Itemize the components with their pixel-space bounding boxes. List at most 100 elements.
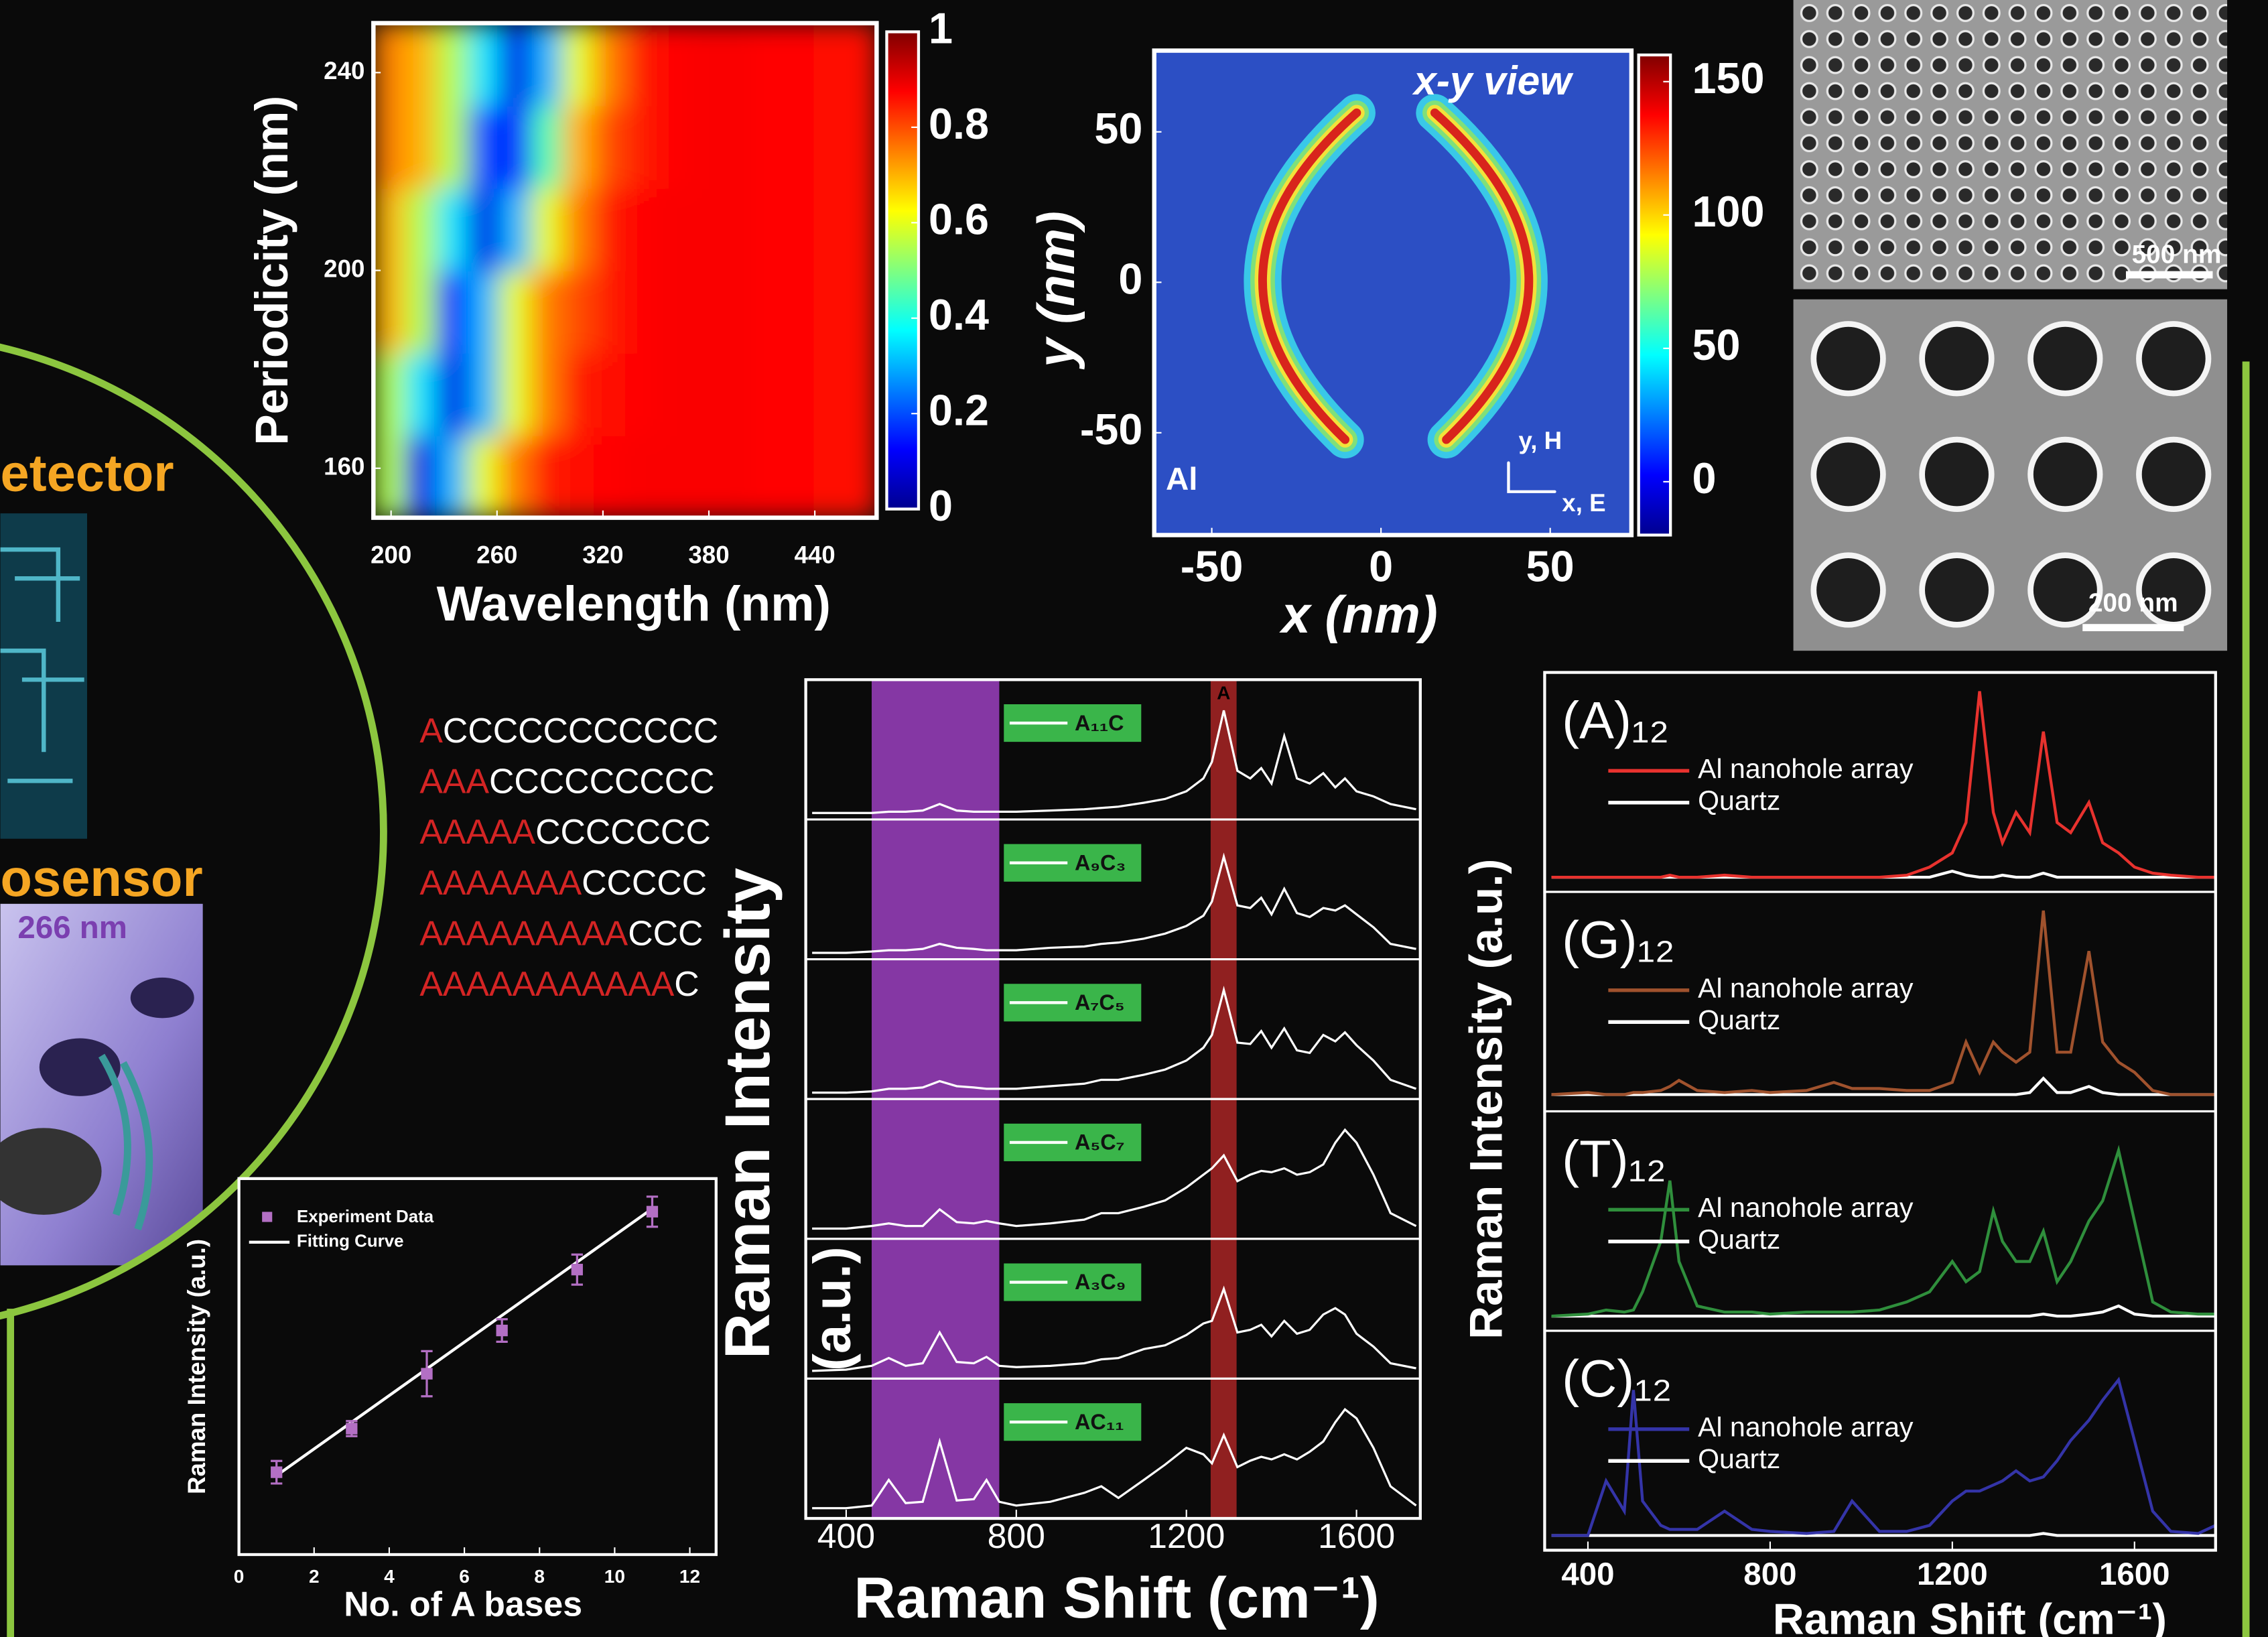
legend-label: Al nanohole array	[1698, 973, 1914, 1004]
colorbar-tick-label: 0	[929, 481, 953, 530]
heatmap-cell	[813, 106, 846, 189]
sequence: AAAAAAAAACCC	[419, 913, 703, 952]
heatmap-cell	[720, 106, 752, 189]
heatmap-cell	[531, 23, 563, 107]
heatmap-cell	[531, 188, 563, 271]
sequence: AAAAACCCCCCC	[419, 812, 710, 851]
heatmap-cell	[657, 436, 689, 519]
sem-hole	[1814, 440, 1883, 509]
sem-hole	[2139, 440, 2208, 509]
x-tick-label: 260	[476, 541, 517, 569]
x-tick-label: 0	[234, 1566, 245, 1587]
heatmap-cell	[688, 188, 720, 271]
sequence-a: AAAAAAAAAAA	[419, 964, 674, 1003]
heatmap-cell	[813, 271, 846, 354]
y-tick-label: -50	[1080, 405, 1143, 454]
heatmap-cell	[499, 188, 531, 271]
heatmap-cell	[436, 436, 468, 519]
heatmap-cell	[594, 106, 626, 189]
annotation: Al	[1166, 462, 1197, 497]
heatmap-cell	[783, 188, 815, 271]
band-annotation: A	[1217, 682, 1230, 703]
heatmap-cell	[499, 271, 531, 354]
colorbar-tick-label: 150	[1692, 54, 1765, 103]
heatmap-cell	[468, 106, 500, 189]
heatmap-cell	[531, 353, 563, 436]
x-tick-label: 400	[1561, 1557, 1614, 1592]
x-tick-label: 380	[688, 541, 729, 569]
legend-label: Quartz	[1698, 1004, 1780, 1035]
legend-label: AC₁₁	[1075, 1410, 1124, 1434]
legend-label: Fitting Curve	[297, 1232, 404, 1251]
heatmap-cell	[783, 106, 815, 189]
data-point	[421, 1368, 432, 1379]
heatmap-cell	[625, 436, 657, 519]
sequence-a: AAA	[419, 761, 489, 800]
heatmap-cell	[531, 436, 563, 519]
x-tick-label: 0	[1369, 541, 1393, 590]
scale-bar-label: 200 nm	[2088, 588, 2178, 617]
heatmap-cell	[657, 106, 689, 189]
heatmap-cell	[436, 23, 468, 107]
x-axis-label: No. of A bases	[344, 1584, 582, 1623]
x-tick-label: 12	[679, 1566, 700, 1587]
heatmap-cell	[688, 436, 720, 519]
panel-label: (G)₁₂	[1562, 911, 1675, 969]
heatmap-cell	[657, 353, 689, 436]
heatmap-cell	[751, 188, 783, 271]
heatmap-cell	[468, 271, 500, 354]
heatmap-cell	[499, 106, 531, 189]
x-tick-label: 1600	[2099, 1557, 2170, 1592]
heatmap-cell	[813, 188, 846, 271]
x-tick-label: 1200	[1917, 1557, 1988, 1592]
heatmap-cell	[373, 271, 405, 354]
heatmap-cell	[436, 188, 468, 271]
colorbar-tick-label: 0.6	[929, 194, 989, 243]
heatmap-cell	[783, 271, 815, 354]
heatmap-cell	[657, 271, 689, 354]
heatmap-cell	[594, 188, 626, 271]
sequence: AAAAAAACCCCC	[419, 862, 707, 901]
sequence-a: AAAAAAA	[419, 862, 582, 901]
heatmap-cell	[373, 106, 405, 189]
legend-label: Quartz	[1698, 785, 1780, 816]
sequence-a: AAAAAAAAA	[419, 913, 628, 952]
panel-label: etector	[1, 445, 174, 503]
y-tick-label: 50	[1094, 104, 1142, 153]
heatmap-cell	[845, 188, 877, 271]
heatmap-cell	[751, 23, 783, 107]
heatmap-cell	[783, 436, 815, 519]
colorbar-tick-label: 100	[1692, 187, 1765, 236]
heatmap-cell	[625, 353, 657, 436]
heatmap	[373, 23, 877, 519]
heatmap-cell	[657, 23, 689, 107]
legend-label: Al nanohole array	[1698, 1412, 1914, 1443]
heatmap-cell	[373, 23, 405, 107]
legend-marker	[262, 1212, 272, 1222]
panel-label: (C)₁₂	[1562, 1350, 1672, 1408]
colorbar-tick-label: 0.2	[929, 385, 989, 434]
x-tick-label: 800	[988, 1516, 1045, 1555]
heatmap-cell	[373, 436, 405, 519]
heatmap-cell	[594, 271, 626, 354]
colorbar-tick-label: 0.8	[929, 99, 989, 148]
sequence-c: CCCCCCC	[535, 812, 711, 851]
panel-label: osensor	[1, 850, 203, 907]
heatmap-cell	[373, 353, 405, 436]
y-axis-label: Raman Intensity (a.u.)	[1460, 858, 1512, 1339]
page: Raman spectroscopy figure html, body { m…	[0, 0, 2268, 1637]
sequence: AAACCCCCCCCC	[419, 761, 714, 800]
legend-label: Experiment Data	[297, 1207, 434, 1226]
y-tick-label: 200	[324, 255, 364, 282]
sem-hole	[1814, 324, 1883, 393]
x-tick-label: 440	[795, 541, 836, 569]
x-tick-label: 1600	[1318, 1516, 1395, 1555]
sequence-c: CCCCC	[582, 862, 707, 901]
panel-label: (A)₁₂	[1562, 692, 1669, 750]
heatmap-cell	[720, 271, 752, 354]
x-tick-label: 800	[1743, 1557, 1796, 1592]
x-tick-label: -50	[1181, 541, 1244, 590]
sequence: AAAAAAAAAAAC	[419, 964, 699, 1003]
sem-hole	[1922, 555, 1992, 625]
heatmap-cell	[405, 436, 437, 519]
